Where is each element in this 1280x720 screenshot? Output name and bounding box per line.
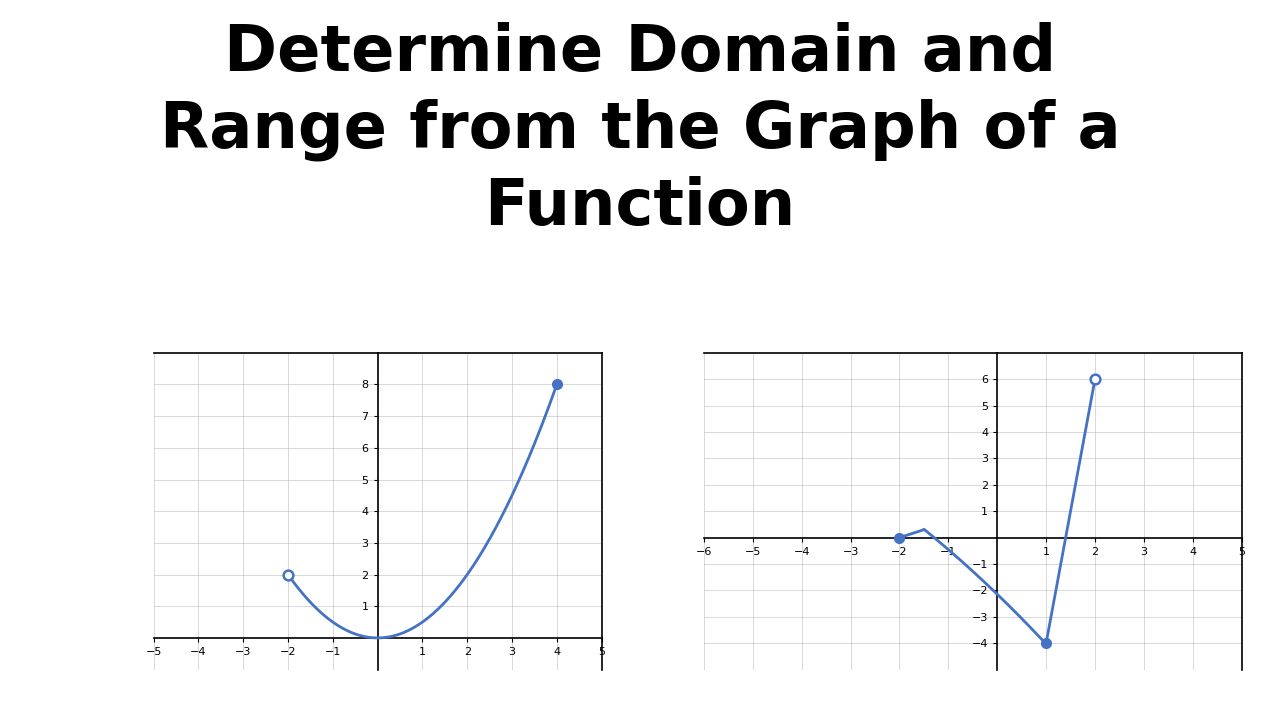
Text: Determine Domain and
Range from the Graph of a
Function: Determine Domain and Range from the Grap…	[160, 22, 1120, 238]
